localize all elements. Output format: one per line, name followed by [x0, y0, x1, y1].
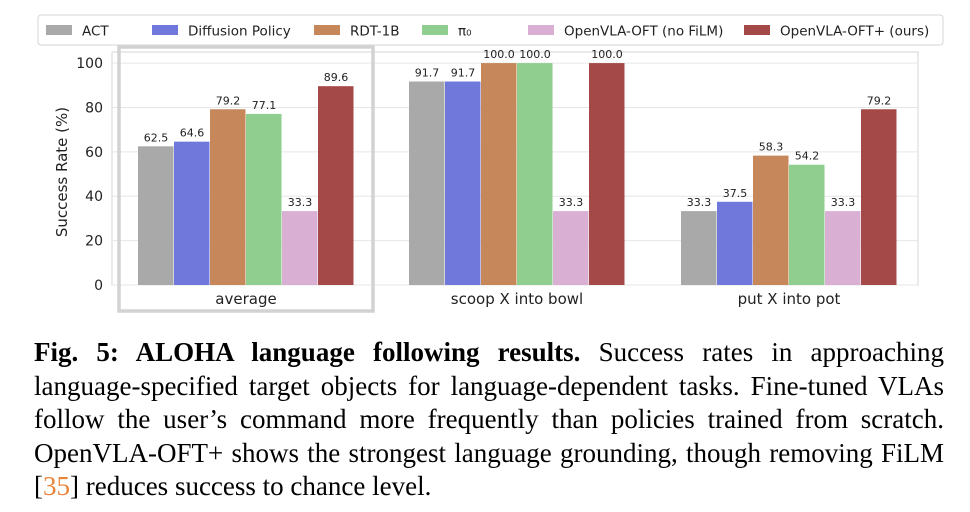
legend-swatch — [152, 25, 178, 35]
y-tick-label: 60 — [85, 145, 103, 161]
caption-title: Fig. 5: ALOHA language following results… — [34, 337, 581, 367]
bar — [409, 81, 445, 285]
data-label: 54.2 — [795, 150, 820, 163]
data-label: 33.3 — [687, 196, 712, 209]
bar — [789, 164, 825, 285]
legend-label: RDT-1B — [350, 24, 400, 40]
figure-caption: Fig. 5: ALOHA language following results… — [34, 336, 944, 504]
data-label: 37.5 — [723, 187, 748, 200]
citation-link[interactable]: 35 — [43, 471, 70, 501]
x-axis-ticks: average scoop X into bowl put X into pot — [215, 290, 840, 308]
x-tick-label: scoop X into bowl — [451, 290, 583, 308]
bar — [589, 63, 625, 285]
legend-box — [37, 14, 944, 46]
bar — [681, 211, 717, 285]
y-axis-label: Success Rate (%) — [53, 107, 71, 237]
y-tick-label: 80 — [85, 100, 103, 116]
data-label: 79.2 — [867, 94, 892, 107]
data-label: 100.0 — [591, 48, 623, 61]
bar — [553, 211, 589, 285]
y-tick-label: 20 — [85, 234, 103, 250]
legend-swatch — [422, 25, 448, 35]
data-label: 89.6 — [324, 71, 349, 84]
bar-chart: 0 20 40 60 80 100 62.5 64.6 79.2 77.1 33.3 89.6 91.… — [37, 14, 944, 313]
bar — [282, 211, 318, 285]
bar — [210, 109, 246, 285]
highlight-box — [117, 45, 375, 313]
category-highlight — [117, 45, 375, 313]
data-label: 100.0 — [483, 48, 515, 61]
legend-swatch — [46, 25, 72, 35]
x-tick-label: average — [215, 290, 276, 308]
legend-label: Diffusion Policy — [188, 24, 291, 40]
data-label: 33.3 — [559, 196, 584, 209]
bar — [174, 141, 210, 285]
data-label: 91.7 — [451, 67, 476, 80]
legend-swatch — [528, 25, 554, 35]
x-tick-label: put X into pot — [738, 290, 841, 308]
bar — [753, 155, 789, 285]
caption-text-end: ] reduces success to chance level. — [70, 471, 432, 501]
caption-text: Success rates in approaching language-sp… — [34, 337, 944, 501]
bar — [481, 63, 517, 285]
legend: ACT Diffusion Policy RDT-1B π₀ OpenVLA-OFT (… — [37, 14, 944, 46]
bar — [318, 86, 354, 285]
legend-swatch — [744, 25, 770, 35]
data-label: 64.6 — [180, 127, 205, 140]
legend-label: OpenVLA-OFT+ (ours) — [780, 24, 929, 40]
bar — [517, 63, 553, 285]
y-tick-label: 40 — [85, 189, 103, 205]
legend-swatch — [314, 25, 340, 35]
bar — [861, 109, 897, 285]
data-label: 100.0 — [519, 48, 551, 61]
data-labels: 62.5 64.6 79.2 77.1 33.3 89.6 91.7 91.7 100.0 100… — [144, 48, 892, 209]
legend-label: π₀ — [458, 24, 472, 40]
bar — [246, 113, 282, 285]
data-label: 33.3 — [831, 196, 856, 209]
bar — [445, 81, 481, 285]
bars — [138, 63, 897, 285]
y-tick-label: 100 — [76, 56, 103, 72]
bar — [825, 211, 861, 285]
bar — [717, 201, 753, 285]
data-label: 62.5 — [144, 131, 169, 144]
data-label: 79.2 — [216, 94, 241, 107]
bar — [138, 146, 174, 285]
data-label: 77.1 — [252, 99, 277, 112]
data-label: 33.3 — [288, 196, 313, 209]
y-tick-label: 0 — [94, 278, 103, 294]
data-label: 91.7 — [415, 67, 440, 80]
data-label: 58.3 — [759, 141, 784, 154]
y-axis-ticks: 0 20 40 60 80 100 — [76, 56, 103, 294]
legend-label: OpenVLA-OFT (no FiLM) — [564, 24, 723, 40]
legend-label: ACT — [82, 24, 109, 40]
